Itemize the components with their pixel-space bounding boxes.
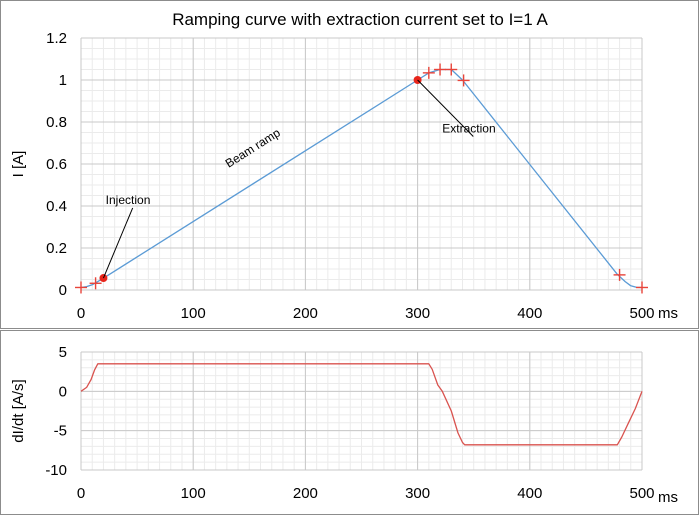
derivative-chart-y-axis-label: dI/dt [A/s] (10, 379, 27, 442)
current-chart-x-unit: ms (658, 305, 678, 322)
current-chart-y-tick-label: 0.6 (46, 156, 67, 173)
current-chart-plus-marker (422, 66, 435, 79)
current-chart-y-tick-label: 0.8 (46, 114, 67, 131)
current-chart-plus-marker (636, 281, 648, 294)
derivative-chart-y-tick-label: -10 (45, 462, 67, 479)
current-chart-y-axis-label: I [A] (10, 151, 27, 178)
current-chart-x-tick-label: 200 (293, 305, 318, 322)
derivative-chart-y-tick-label: 0 (59, 383, 67, 400)
current-chart-title: Ramping curve with extraction current se… (172, 10, 548, 29)
injection-label: Injection (106, 193, 151, 207)
derivative-chart-x-tick-label: 100 (181, 485, 206, 502)
derivative-chart-series (80, 363, 643, 446)
injection-leader-line (102, 207, 134, 279)
current-chart-x-tick-label: 500 (629, 305, 654, 322)
derivative-chart-y-tick-label: 5 (59, 344, 67, 361)
derivative-chart: -10-505 0 100 200 300 400 500 ms dI/dt [A/s] (0, 330, 699, 515)
derivative-chart-x-tick-label: 0 (77, 485, 85, 502)
derivative-chart-x-unit: ms (658, 489, 678, 506)
derivative-chart-y-tick-label: -5 (54, 423, 67, 440)
current-chart-plus-marker (75, 281, 87, 294)
current-chart-y-tick-label: 1 (59, 72, 67, 89)
current-chart-plus-marker (89, 277, 102, 290)
current-chart-plus-marker (434, 63, 447, 76)
current-chart-plus-marker (457, 74, 470, 87)
current-chart-plus-marker (445, 63, 458, 76)
derivative-chart-x-tick-label: 200 (293, 485, 318, 502)
current-chart-y-tick-label: 0.2 (46, 240, 67, 257)
derivative-chart-x-tick-label: 400 (517, 485, 542, 502)
current-chart-plus-marker (613, 268, 626, 281)
extraction-label: Extraction (442, 122, 495, 136)
current-chart-x-ticks: 0 100 200 300 400 500 (77, 305, 655, 322)
derivative-chart-y-ticks: -10 -5 0 5 (45, 344, 67, 479)
current-chart-y-tick-label: 1.2 (46, 30, 67, 47)
derivative-chart-x-tick-label: 300 (405, 485, 430, 502)
current-chart-y-tick-label: 0.4 (46, 198, 67, 215)
current-chart-series (75, 63, 648, 294)
derivative-chart-x-ticks: 0 100 200 300 400 500 (77, 485, 655, 502)
derivative-chart-series-line (80, 363, 643, 446)
derivative-chart-x-tick-label: 500 (629, 485, 654, 502)
current-chart-x-tick-label: 100 (181, 305, 206, 322)
current-chart: Ramping curve with extraction current se… (0, 0, 699, 329)
current-chart-y-ticks: 0 0.2 0.4 0.6 0.8 1 1.2 (46, 30, 67, 299)
current-chart-y-tick-label: 0 (59, 282, 67, 299)
current-chart-x-tick-label: 0 (77, 305, 85, 322)
current-chart-x-tick-label: 300 (405, 305, 430, 322)
extraction-leader-line (417, 79, 474, 137)
current-chart-x-tick-label: 400 (517, 305, 542, 322)
